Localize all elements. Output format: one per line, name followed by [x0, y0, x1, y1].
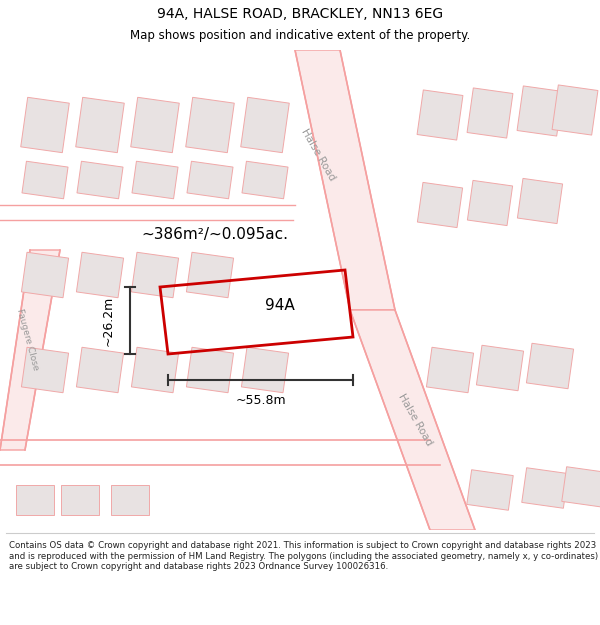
Polygon shape: [16, 485, 54, 515]
Text: Contains OS data © Crown copyright and database right 2021. This information is : Contains OS data © Crown copyright and d…: [9, 541, 598, 571]
Polygon shape: [476, 345, 524, 391]
Polygon shape: [187, 253, 233, 298]
Polygon shape: [77, 161, 123, 199]
Polygon shape: [522, 468, 568, 508]
Polygon shape: [350, 310, 475, 530]
Text: Faugere Close: Faugere Close: [16, 308, 41, 372]
Polygon shape: [517, 86, 563, 136]
Polygon shape: [131, 348, 179, 392]
Polygon shape: [552, 85, 598, 135]
Text: ~386m²/~0.095ac.: ~386m²/~0.095ac.: [142, 228, 289, 242]
Polygon shape: [562, 467, 600, 508]
Polygon shape: [76, 253, 124, 298]
Polygon shape: [526, 343, 574, 389]
Polygon shape: [22, 253, 68, 298]
Polygon shape: [241, 348, 289, 392]
Polygon shape: [427, 348, 473, 392]
Text: 94A: 94A: [265, 299, 295, 314]
Polygon shape: [187, 161, 233, 199]
Polygon shape: [0, 250, 60, 450]
Polygon shape: [132, 161, 178, 199]
Polygon shape: [186, 98, 234, 152]
Polygon shape: [111, 485, 149, 515]
Polygon shape: [22, 161, 68, 199]
Text: Map shows position and indicative extent of the property.: Map shows position and indicative extent…: [130, 29, 470, 42]
Polygon shape: [21, 98, 69, 152]
Text: ~26.2m: ~26.2m: [101, 296, 115, 346]
Polygon shape: [295, 50, 395, 310]
Polygon shape: [131, 98, 179, 152]
Polygon shape: [76, 98, 124, 152]
Polygon shape: [467, 88, 513, 138]
Polygon shape: [467, 470, 513, 510]
Polygon shape: [22, 348, 68, 392]
Polygon shape: [467, 181, 512, 226]
Polygon shape: [131, 253, 179, 298]
Polygon shape: [517, 178, 563, 224]
Text: ~55.8m: ~55.8m: [235, 394, 286, 406]
Text: Halse Road: Halse Road: [396, 392, 434, 448]
Polygon shape: [242, 161, 288, 199]
Text: Halse Road: Halse Road: [299, 127, 337, 182]
Polygon shape: [61, 485, 99, 515]
Text: 94A, HALSE ROAD, BRACKLEY, NN13 6EG: 94A, HALSE ROAD, BRACKLEY, NN13 6EG: [157, 7, 443, 21]
Polygon shape: [418, 182, 463, 228]
Polygon shape: [76, 348, 124, 392]
Polygon shape: [187, 348, 233, 392]
Polygon shape: [241, 98, 289, 152]
Polygon shape: [417, 90, 463, 140]
